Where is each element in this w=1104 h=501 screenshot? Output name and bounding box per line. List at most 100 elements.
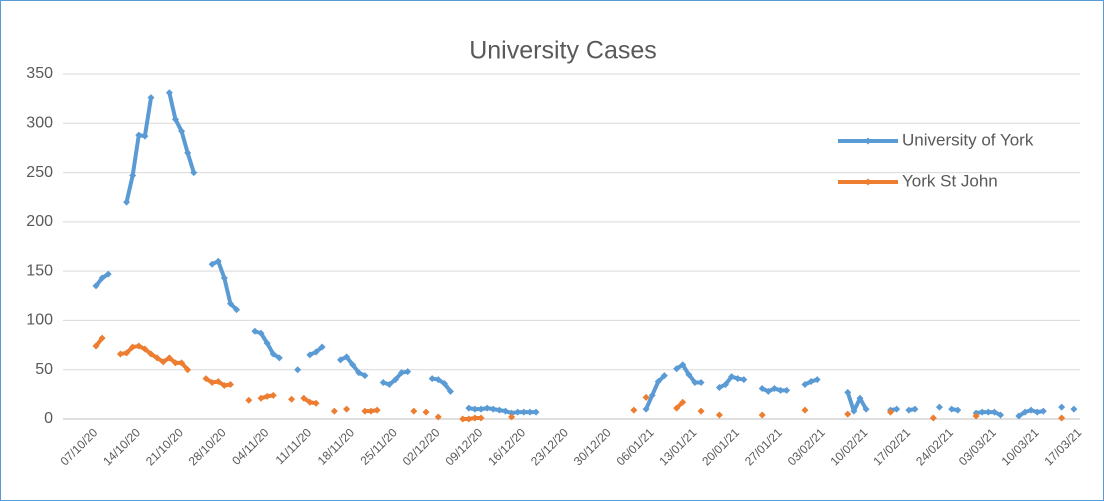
point-marker (954, 406, 962, 414)
point-marker (202, 375, 210, 383)
point-marker (318, 343, 326, 351)
point-marker (220, 381, 228, 389)
point-marker (129, 343, 137, 351)
point-marker (887, 408, 895, 416)
point-marker (226, 381, 234, 388)
chart-title: University Cases (469, 37, 657, 65)
point-marker (856, 394, 864, 402)
point-marker (935, 403, 943, 411)
point-marker (862, 405, 870, 413)
point-marker (770, 384, 778, 392)
point-marker (440, 380, 448, 388)
y-tick-label: 300 (26, 115, 53, 132)
point-marker (446, 387, 454, 395)
point-marker (355, 369, 363, 377)
point-marker (642, 393, 650, 401)
point-marker (288, 395, 296, 403)
point-marker (471, 414, 479, 422)
point-marker (184, 366, 192, 374)
point-marker (685, 371, 693, 379)
point-marker (263, 339, 271, 347)
point-marker (1021, 408, 1029, 416)
point-marker (715, 411, 723, 419)
point-marker (141, 132, 149, 140)
point-marker (997, 411, 1005, 419)
point-marker (783, 386, 791, 394)
point-marker (1015, 412, 1023, 420)
point-marker (691, 379, 699, 387)
point-marker (434, 413, 442, 421)
point-marker (361, 407, 369, 415)
y-tick-label: 350 (26, 65, 53, 82)
point-marker (92, 342, 100, 350)
point-marker (807, 378, 815, 386)
point-marker (465, 415, 473, 423)
point-marker (1039, 407, 1047, 415)
point-marker (178, 359, 186, 367)
point-marker (972, 412, 980, 420)
y-tick-label: 250 (26, 164, 53, 181)
point-marker (178, 127, 186, 135)
point-marker (171, 359, 179, 367)
point-marker (660, 372, 668, 380)
series-line (431, 376, 453, 393)
point-marker (697, 407, 705, 415)
point-marker (391, 376, 399, 384)
point-marker (336, 356, 344, 364)
point-marker (269, 391, 277, 399)
point-marker (147, 94, 155, 102)
point-marker (893, 405, 901, 413)
point-marker (373, 406, 381, 414)
y-tick-label: 150 (26, 262, 53, 279)
point-marker (98, 274, 106, 282)
point-marker (184, 149, 192, 157)
point-marker (1070, 405, 1078, 413)
point-marker (948, 405, 956, 413)
point-marker (263, 392, 271, 400)
point-marker (801, 406, 809, 414)
series-line (644, 374, 666, 410)
point-marker (165, 89, 173, 97)
point-marker (728, 373, 736, 381)
legend-label: University of York (902, 130, 1034, 149)
point-marker (477, 405, 485, 413)
point-marker (679, 398, 687, 406)
point-marker (508, 409, 516, 417)
point-marker (312, 399, 320, 407)
point-marker (465, 404, 473, 412)
point-marker (495, 406, 503, 414)
point-marker (275, 354, 283, 362)
point-marker (508, 413, 516, 421)
point-marker (648, 391, 656, 399)
point-marker (654, 378, 662, 386)
point-marker (501, 407, 509, 415)
point-marker (471, 405, 479, 413)
point-marker (343, 405, 351, 413)
point-marker (532, 408, 540, 416)
point-marker (251, 327, 259, 335)
point-marker (410, 407, 418, 415)
point-marker (226, 300, 234, 308)
point-marker (208, 260, 216, 268)
point-marker (153, 354, 161, 362)
point-marker (349, 361, 357, 369)
point-marker (306, 398, 314, 406)
point-marker (758, 411, 766, 419)
y-tick-label: 0 (44, 410, 53, 427)
point-marker (777, 386, 785, 394)
point-marker (343, 353, 351, 361)
point-marker (1033, 408, 1041, 416)
point-marker (483, 404, 491, 412)
point-marker (679, 361, 687, 369)
point-marker (905, 406, 913, 414)
point-marker (361, 372, 369, 380)
y-tick-label: 100 (26, 312, 53, 329)
point-marker (673, 365, 681, 373)
point-marker (141, 345, 149, 353)
y-tick-label: 50 (35, 361, 53, 378)
point-marker (673, 404, 681, 412)
point-marker (801, 381, 809, 388)
point-marker (123, 198, 131, 206)
